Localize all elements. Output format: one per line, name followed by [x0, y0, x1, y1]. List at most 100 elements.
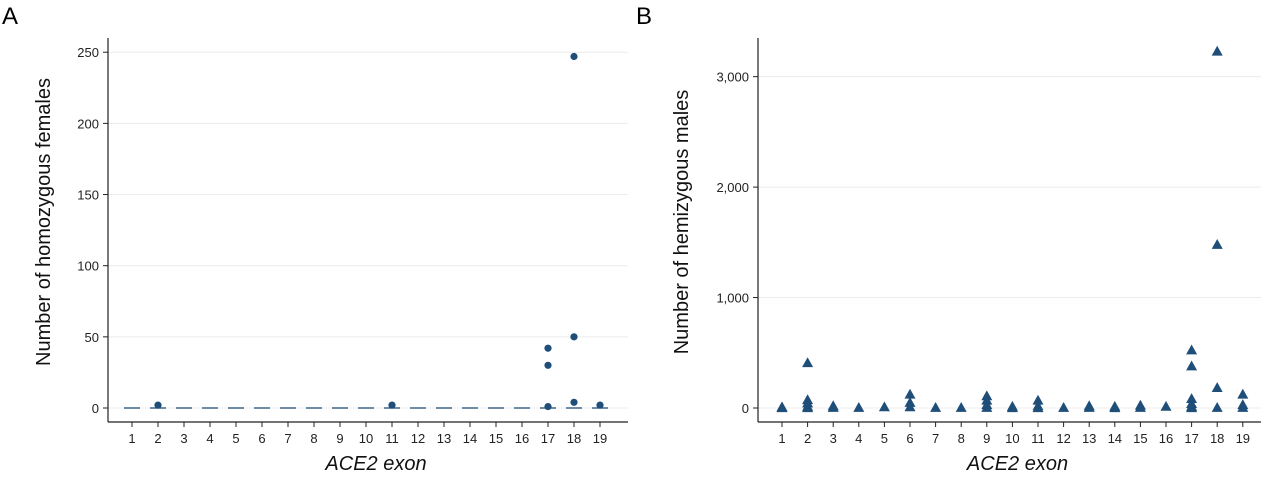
x-tick-label: 15: [489, 431, 503, 446]
y-tick-label: 200: [77, 116, 99, 131]
data-point: [802, 357, 814, 368]
panel-b-gridlines: [758, 76, 1261, 409]
data-point: [776, 402, 788, 413]
data-point: [544, 402, 552, 411]
y-tick-label: 0: [742, 401, 749, 416]
panel-label-a: A: [2, 3, 18, 30]
data-point: [1134, 401, 1146, 412]
x-tick-label: 12: [411, 431, 425, 446]
data-point: [853, 401, 865, 412]
x-tick-label: 14: [463, 431, 477, 446]
panel-label-b: B: [636, 3, 652, 30]
panel-a-x-axis-label: ACE2 exon: [324, 453, 426, 475]
y-tick-label: 1,000: [716, 291, 749, 306]
panel-a-y-ticks: 0 50 100 150 200 250: [77, 45, 108, 416]
data-point: [1160, 400, 1172, 411]
x-tick-label: 2: [804, 431, 811, 446]
data-point: [1032, 394, 1044, 405]
y-tick-label: 250: [77, 45, 99, 60]
x-tick-label: 19: [1236, 431, 1250, 446]
data-point: [827, 401, 839, 412]
y-tick-label: 2,000: [716, 180, 749, 195]
data-point: [1186, 402, 1198, 413]
panel-a-points: [154, 52, 604, 411]
data-point: [388, 401, 396, 409]
y-tick-label: 3,000: [716, 70, 749, 85]
data-point: [981, 401, 993, 412]
panel-a-x-ticks: 1 2 3 4 5 6 7 8 9 10 11 12 13 14 15 16 17 18 19: [128, 422, 607, 446]
x-tick-label: 18: [567, 431, 581, 446]
data-point: [1083, 401, 1095, 412]
panel-b-y-ticks: 0 1,000 2,000 3,000: [716, 70, 758, 416]
y-tick-label: 100: [77, 259, 99, 274]
x-tick-label: 17: [541, 431, 555, 446]
x-tick-label: 17: [1184, 431, 1198, 446]
x-tick-label: 6: [258, 431, 265, 446]
data-point: [544, 344, 552, 352]
x-tick-label: 7: [932, 431, 939, 446]
panel-b-points: [776, 45, 1249, 413]
data-point: [955, 401, 967, 412]
data-point: [1211, 45, 1223, 56]
panel-a-y-axis-label: Number of homozygous females: [33, 78, 55, 366]
x-tick-label: 4: [855, 431, 862, 446]
data-point: [544, 361, 552, 369]
x-tick-label: 7: [284, 431, 291, 446]
panel-a-axes: [107, 38, 628, 423]
data-point: [570, 333, 578, 341]
x-tick-label: 5: [881, 431, 888, 446]
x-tick-label: 16: [515, 431, 529, 446]
data-point: [1211, 401, 1223, 412]
x-tick-label: 18: [1210, 431, 1224, 446]
panel-b-y-axis-label: Number of hemizygous males: [671, 90, 693, 355]
data-point: [1032, 402, 1044, 413]
data-point: [570, 52, 578, 61]
x-tick-label: 3: [180, 431, 187, 446]
panel-b-x-ticks: 1 2 3 4 5 6 7 8 9 10 11 12 13 14 15 16 17 18 19: [778, 422, 1250, 446]
x-tick-label: 10: [359, 431, 373, 446]
x-tick-label: 12: [1056, 431, 1070, 446]
data-point: [802, 402, 814, 413]
x-tick-label: 10: [1005, 431, 1019, 446]
data-point: [1186, 393, 1198, 404]
panel-b-x-axis-label: ACE2 exon: [966, 453, 1068, 475]
y-tick-label: 150: [77, 188, 99, 203]
data-point: [570, 398, 578, 406]
data-point: [596, 401, 604, 409]
x-tick-label: 4: [206, 431, 213, 446]
x-tick-label: 9: [983, 431, 990, 446]
x-tick-label: 8: [310, 431, 317, 446]
data-point: [904, 388, 916, 399]
x-tick-label: 5: [232, 431, 239, 446]
x-tick-label: 3: [830, 431, 837, 446]
data-point: [1237, 401, 1249, 412]
data-point: [1186, 360, 1198, 371]
x-tick-label: 19: [593, 431, 607, 446]
x-tick-label: 2: [154, 431, 161, 446]
data-point: [1058, 401, 1070, 412]
x-tick-label: 6: [906, 431, 913, 446]
x-tick-label: 16: [1159, 431, 1173, 446]
data-point: [930, 401, 942, 412]
x-tick-label: 13: [437, 431, 451, 446]
data-point: [1006, 402, 1018, 413]
y-tick-label: 50: [85, 330, 99, 345]
x-tick-label: 14: [1108, 431, 1122, 446]
data-point: [1211, 239, 1223, 249]
panel-a-gridlines: [108, 51, 628, 409]
x-tick-label: 11: [385, 431, 399, 446]
x-tick-label: 15: [1133, 431, 1147, 446]
data-point: [1109, 402, 1121, 413]
x-tick-label: 1: [128, 431, 135, 446]
data-point: [1237, 388, 1249, 399]
x-tick-label: 9: [336, 431, 343, 446]
panel-b-axes: [757, 38, 1261, 423]
y-tick-label: 0: [92, 401, 99, 416]
x-tick-label: 11: [1031, 431, 1045, 446]
data-point: [904, 401, 916, 412]
x-tick-label: 13: [1082, 431, 1096, 446]
data-point: [154, 401, 162, 409]
